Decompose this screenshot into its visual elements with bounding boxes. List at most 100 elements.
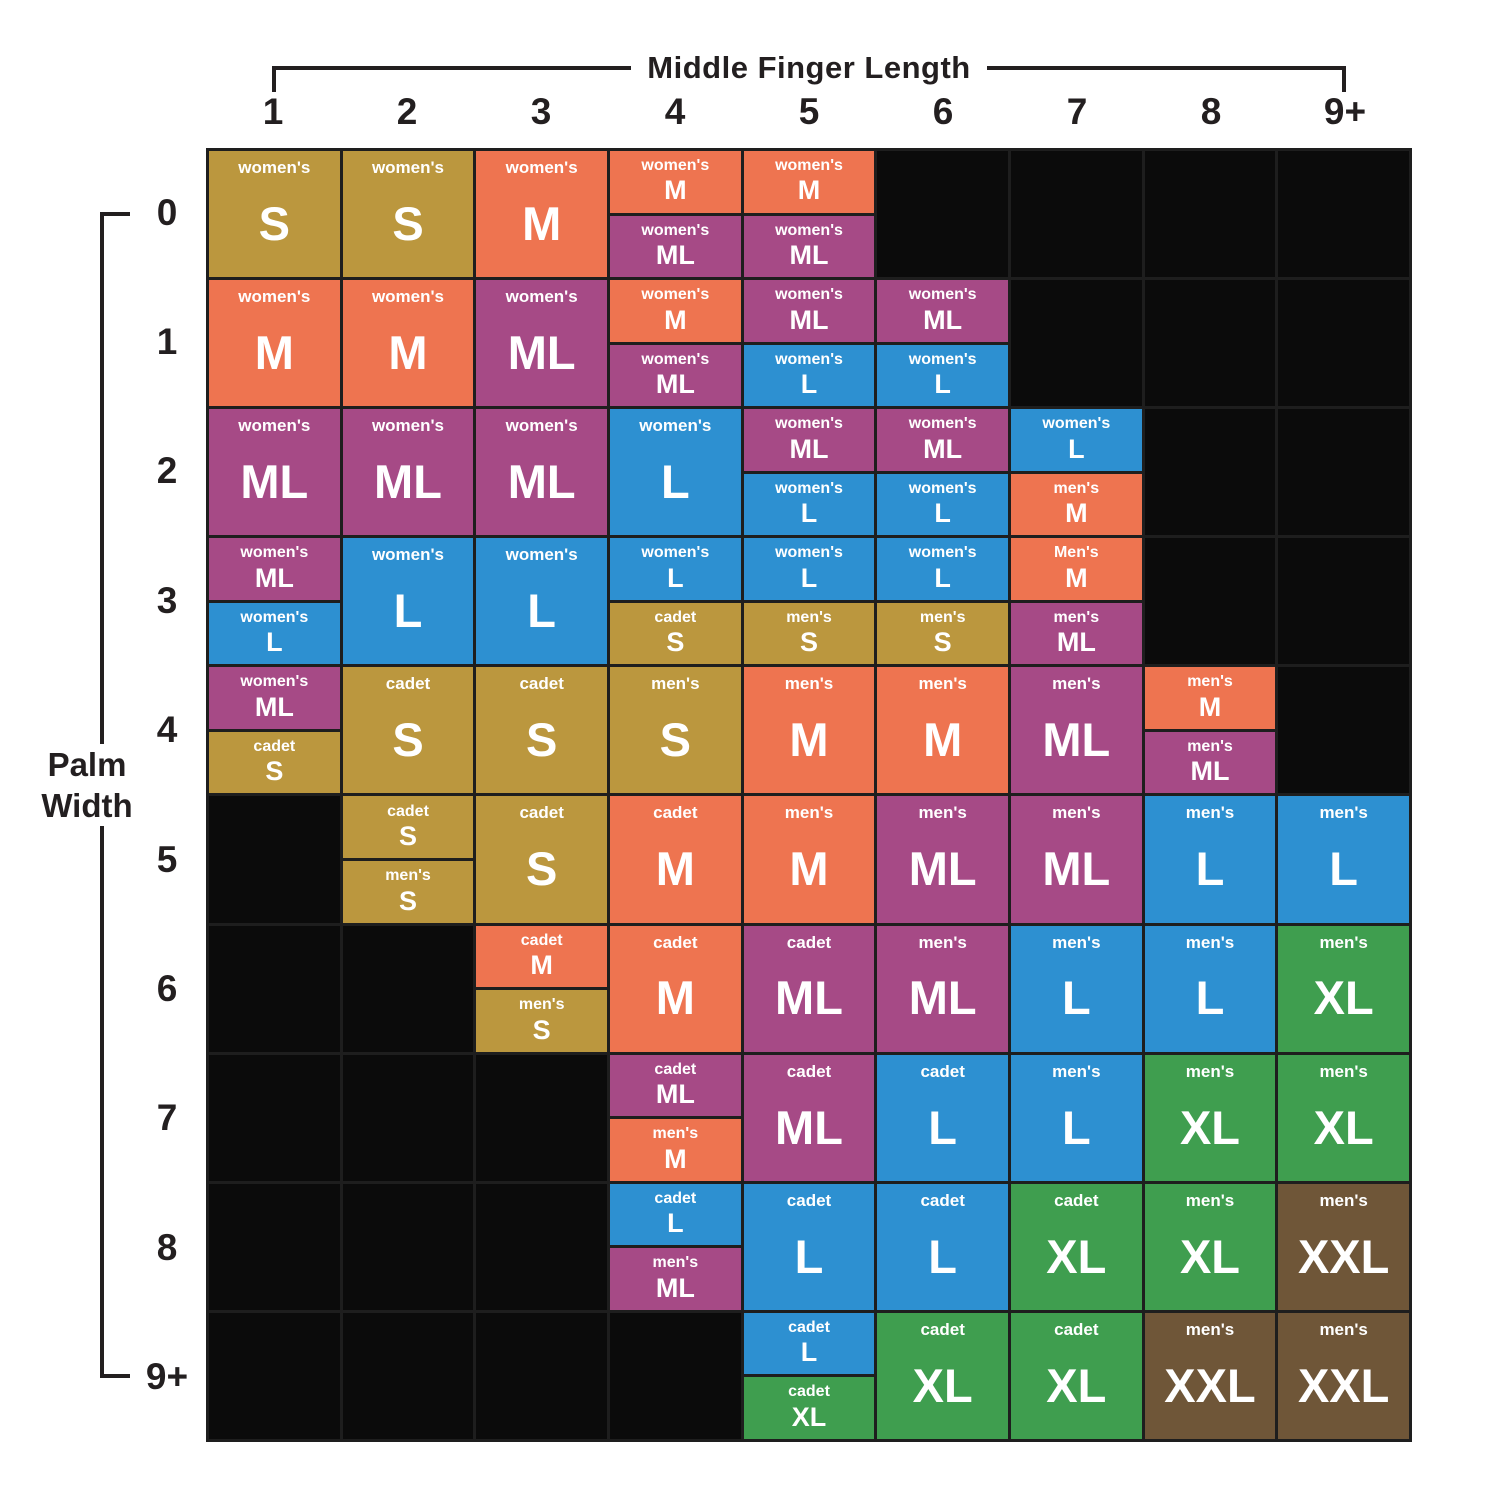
segment-group-label: women's — [775, 350, 843, 368]
segment-group-label: women's — [775, 479, 843, 497]
size-segment: men's S — [342, 861, 474, 923]
size-cell: women's M — [342, 280, 474, 407]
segment-size-label: XL — [791, 1401, 827, 1432]
segment-group-label: cadet — [387, 802, 429, 820]
segment-size-label: M — [530, 950, 553, 981]
y-axis-title-line1: Palm — [47, 746, 127, 783]
segment-size-label: L — [800, 1337, 818, 1368]
y-axis-title-line2: Width — [41, 787, 133, 824]
segment-group-label: women's — [505, 287, 578, 307]
x-bracket-tick-right — [1342, 66, 1346, 92]
segment-size-label: S — [532, 1014, 551, 1045]
size-cell: men's ML — [1011, 796, 1142, 923]
segment-size-label: S — [525, 713, 558, 767]
segment-group-label: men's — [385, 867, 431, 885]
segment-size-label: ML — [655, 369, 695, 400]
size-segment: men's M — [1144, 667, 1276, 729]
size-cell: cadet L — [743, 1183, 875, 1310]
segment-group-label: men's — [1319, 1061, 1368, 1081]
size-cell: men's L — [1011, 925, 1142, 1052]
x-tick-label: 7 — [1066, 91, 1088, 132]
x-tick-label: 8 — [1200, 91, 1222, 132]
y-tick-label: 1 — [156, 321, 178, 363]
size-cell: women's ML — [476, 409, 607, 536]
y-tick-label: 7 — [156, 1097, 178, 1139]
size-cell: men's XL — [1278, 925, 1409, 1052]
empty-cell — [342, 1054, 474, 1181]
size-segment: cadet S — [209, 731, 340, 794]
size-cell: cadet XL — [877, 1312, 1008, 1439]
segment-size-label: M — [789, 842, 829, 896]
segment-group-label: women's — [238, 158, 311, 177]
size-segment: women's M — [342, 280, 474, 407]
size-cell: women's ML women's L — [877, 280, 1008, 407]
segment-size-label: ML — [374, 455, 442, 509]
x-axis-bracket: Middle Finger Length — [272, 46, 1347, 92]
segment-group-label: women's — [371, 416, 445, 436]
empty-cell — [342, 925, 474, 1052]
size-segment: cadet ML — [610, 1054, 741, 1117]
segment-group-label: men's — [1185, 1061, 1235, 1081]
segment-group-label: women's — [238, 287, 311, 307]
size-segment: men's XL — [1278, 925, 1409, 1052]
empty-cell — [209, 796, 340, 923]
segment-group-label: women's — [505, 545, 578, 565]
size-cell: men's ML — [877, 796, 1008, 923]
size-cell: men's XL — [1144, 1183, 1276, 1310]
segment-size-label: ML — [789, 239, 829, 270]
segment-group-label: men's — [1185, 932, 1235, 952]
size-segment: women's L — [342, 538, 474, 665]
segment-group-label: cadet — [1054, 1190, 1099, 1210]
segment-size-label: ML — [655, 1272, 695, 1303]
segment-group-label: women's — [505, 158, 578, 177]
size-cell: women's M — [209, 280, 340, 407]
segment-size-label: ML — [507, 325, 576, 379]
size-cell: cadet S — [342, 667, 474, 794]
size-segment: women's L — [877, 344, 1008, 407]
size-segment: cadet S — [342, 667, 474, 794]
segment-size-label: ML — [775, 1100, 843, 1154]
empty-cell — [1278, 280, 1409, 407]
segment-group-label: women's — [371, 158, 445, 177]
segment-size-label: S — [525, 842, 558, 896]
y-tick-label: 5 — [156, 838, 178, 880]
size-segment: cadet M — [610, 796, 741, 923]
y-bracket-tick-bottom — [100, 1374, 130, 1378]
empty-cell — [476, 1183, 607, 1310]
size-segment: cadet XL — [743, 1377, 875, 1439]
segment-group-label: women's — [639, 416, 712, 436]
size-cell: women's L — [476, 538, 607, 665]
segment-size-label: XL — [1179, 1229, 1241, 1283]
size-cell: men's M — [743, 667, 875, 794]
segment-group-label: men's — [786, 608, 832, 626]
size-segment: men's L — [1144, 925, 1276, 1052]
x-bracket-line-left — [272, 66, 632, 70]
segment-group-label: men's — [1187, 673, 1233, 691]
segment-size-label: ML — [254, 691, 294, 722]
segment-group-label: men's — [652, 1125, 699, 1143]
x-bracket-tick-left — [272, 66, 276, 92]
empty-cell — [1278, 667, 1409, 794]
segment-group-label: cadet — [786, 932, 832, 952]
size-cell: cadet XL — [1011, 1312, 1142, 1439]
y-axis-title: Palm Width — [26, 744, 148, 826]
segment-size-label: S — [398, 820, 417, 851]
size-cell: cadet M — [610, 796, 741, 923]
segment-group-label: women's — [908, 544, 977, 562]
size-cell: cadet S — [476, 667, 607, 794]
size-segment: women's ML — [610, 215, 741, 278]
segment-size-label: ML — [789, 304, 829, 335]
size-segment: men's ML — [610, 1248, 741, 1310]
segment-size-label: ML — [507, 455, 576, 509]
size-segment: cadet L — [743, 1312, 875, 1375]
empty-cell — [209, 1312, 340, 1439]
segment-group-label: men's — [1319, 803, 1368, 823]
size-segment: cadet L — [877, 1183, 1008, 1310]
size-cell: men's XXL — [1144, 1312, 1276, 1439]
y-tick-label: 6 — [156, 968, 178, 1010]
segment-group-label: men's — [1319, 1190, 1368, 1210]
size-segment: women's L — [610, 409, 741, 536]
size-segment: cadet S — [610, 602, 741, 665]
